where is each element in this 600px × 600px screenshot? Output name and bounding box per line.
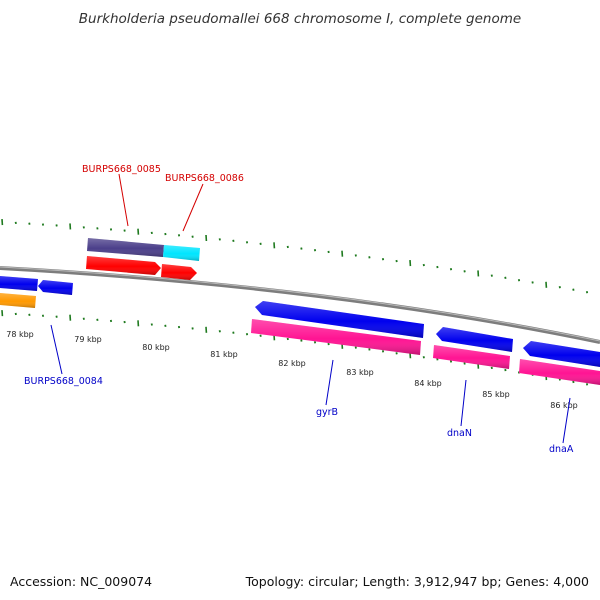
leader-gyrb [325, 359, 334, 406]
label-leader-lines [50, 173, 571, 444]
scale-label-83: 83 kbp [346, 368, 374, 377]
label-burps668-0084[interactable]: BURPS668_0084 [24, 376, 103, 387]
leader-dnaa [562, 397, 571, 444]
label-burps668-0085[interactable]: BURPS668_0085 [82, 164, 161, 175]
scale-label-78: 78 kbp [6, 330, 34, 339]
scale-label-79: 79 kbp [74, 335, 102, 344]
label-gyrb[interactable]: gyrB [316, 407, 338, 418]
leader-dnan [460, 379, 467, 427]
scale-labels: 78 kbp 79 kbp 80 kbp 81 kbp 82 kbp 83 kb… [6, 330, 578, 410]
scale-label-80: 80 kbp [142, 343, 170, 352]
genome-backbone [0, 266, 600, 344]
label-dnaa[interactable]: dnaA [549, 444, 574, 455]
genome-backbone-highlight [0, 266, 600, 342]
leader-burps668-0085 [118, 173, 129, 227]
leader-burps668-0086 [182, 183, 204, 232]
genome-summary-text: Topology: circular; Length: 3,912,947 bp… [245, 574, 589, 589]
forward-strand-features [86, 238, 200, 280]
label-burps668-0086[interactable]: BURPS668_0086 [165, 173, 244, 184]
map-title: Burkholderia pseudomallei 668 chromosome… [79, 11, 521, 27]
accession-text: Accession: NC_009074 [10, 574, 153, 589]
reverse-strand-features [0, 276, 600, 385]
scale-label-81: 81 kbp [210, 350, 238, 359]
scale-label-85: 85 kbp [482, 390, 510, 399]
scale-label-86: 86 kbp [550, 401, 578, 410]
gene-labels: BURPS668_0085 BURPS668_0086 BURPS668_008… [24, 164, 574, 455]
upper-tick-ring [1, 219, 589, 294]
leader-burps668-0084 [50, 324, 63, 375]
scale-label-84: 84 kbp [414, 379, 442, 388]
label-dnan[interactable]: dnaN [447, 428, 472, 439]
scale-label-82: 82 kbp [278, 359, 306, 368]
lower-tick-ring [1, 310, 589, 386]
